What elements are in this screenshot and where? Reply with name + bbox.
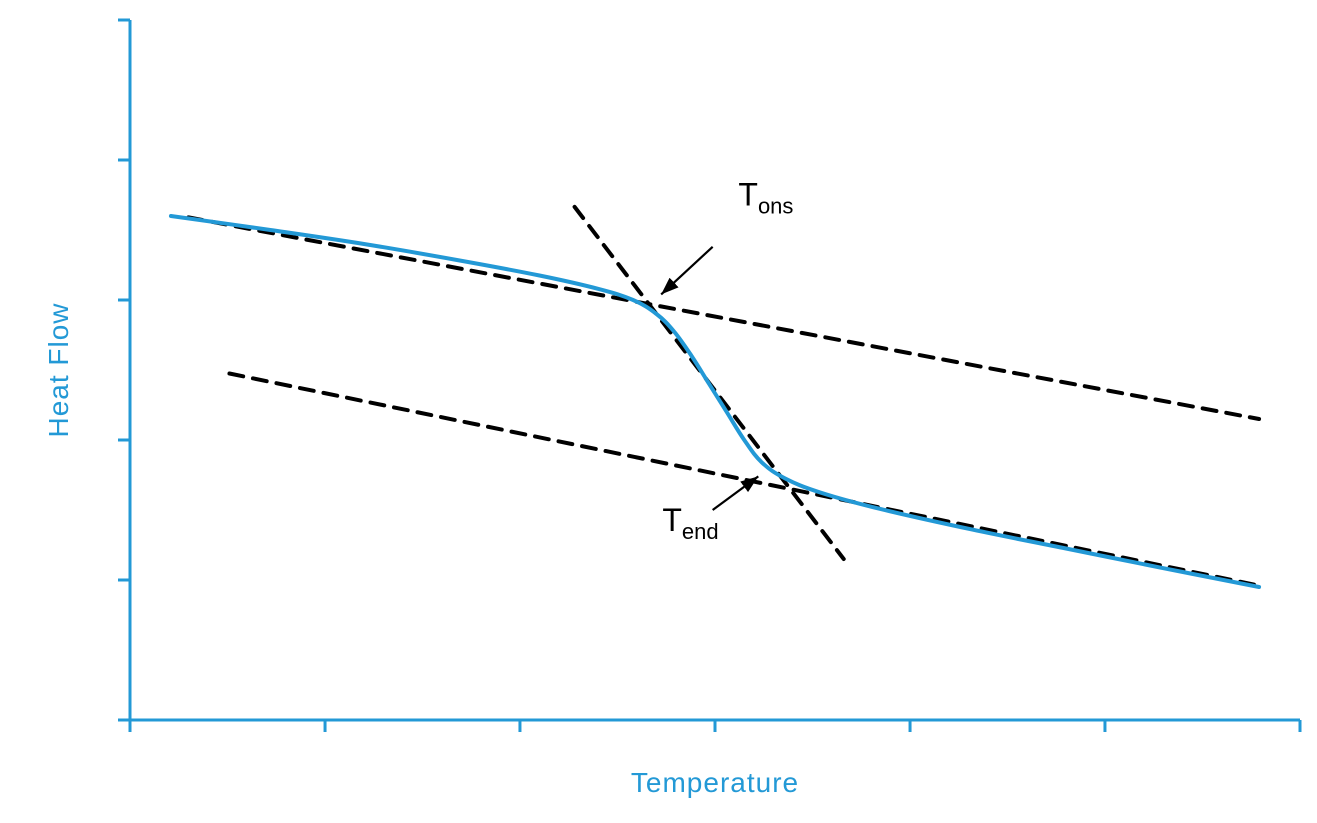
- dsc-chart: TonsTendTemperatureHeat Flow: [0, 0, 1317, 823]
- x-axis-label: Temperature: [631, 767, 799, 798]
- chart-container: TonsTendTemperatureHeat Flow: [0, 0, 1317, 823]
- y-axis-label: Heat Flow: [43, 302, 74, 437]
- plot-bg: [0, 0, 1317, 823]
